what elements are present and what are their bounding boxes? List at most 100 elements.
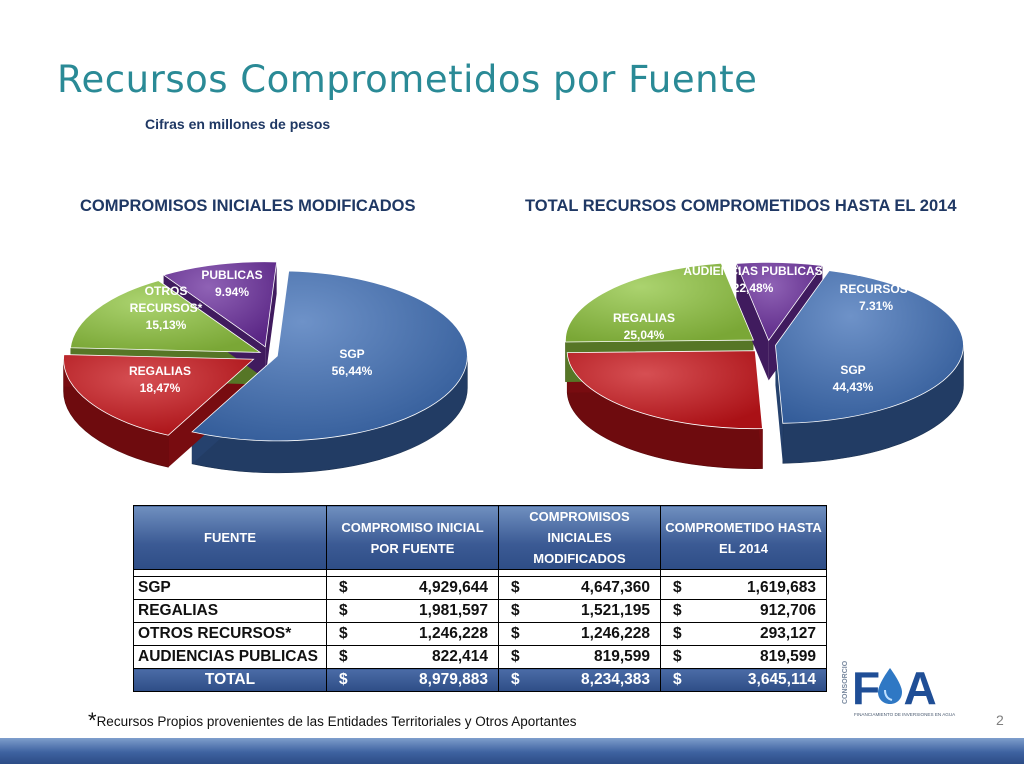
chart-title-1: COMPROMISOS INICIALES MODIFICADOS [80,197,416,215]
pie-slice [70,280,262,353]
comprometido-cell: $293,127 [660,622,827,646]
currency-value: $819,599 [665,648,822,666]
currency-value: $1,246,228 [331,625,494,643]
pie-slice [63,354,255,436]
comprometido-cell: $1,619,683 [660,576,827,600]
inicial-cell: $1,981,597 [326,599,499,623]
amount: 1,246,228 [419,625,488,642]
amount: 8,234,383 [581,671,650,688]
slide-subtitle: Cifras en millones de pesos [145,116,331,132]
header-fuente: FUENTE [133,505,327,570]
slice-label: OTROS RECURSOS* 7.31% [840,265,913,313]
pie-slice [162,261,278,348]
logo-caption: FINANCIAMIENTO DE INVERSIONES EN AGUA [854,712,956,717]
comprometido-cell: $912,706 [660,599,827,623]
currency-symbol: $ [511,671,520,688]
currency-value: $912,706 [665,602,822,620]
amount: 1,521,195 [581,602,650,619]
currency-value: $293,127 [665,625,822,643]
modificados-cell: $1,246,228 [498,622,661,646]
pie-slice [775,270,964,424]
currency-symbol: $ [673,602,682,619]
header-comprometido-2014: COMPROMETIDO HASTA EL 2014 [660,505,827,570]
amount: 1,619,683 [747,579,816,596]
inicial-cell: $4,929,644 [326,576,499,600]
modificados-cell: $819,599 [498,645,661,669]
currency-value: $1,981,597 [331,602,494,620]
amount: 4,929,644 [419,579,488,596]
footnote-star: * [88,708,97,733]
slice-label: REGALIAS 25,04% [613,311,675,342]
currency-symbol: $ [339,602,348,619]
currency-symbol: $ [511,648,520,665]
spacer-cell [498,569,661,577]
chart-title-2: TOTAL RECURSOS COMPROMETIDOS HASTA EL 20… [525,197,957,215]
table-row: OTROS RECURSOS* $1,246,228 $1,246,228 $293,… [133,622,827,646]
table-header-row: FUENTE COMPROMISO INICIAL POR FUENTE COM… [133,505,827,570]
amount: 1,246,228 [581,625,650,642]
amount: 8,979,883 [419,671,488,688]
slice-label: SGP 44,43% [833,363,874,394]
footnote: *Recursos Propios provenientes de las En… [88,708,577,734]
inicial-cell: $822,414 [326,645,499,669]
table-total-row: TOTAL $8,979,883 $8,234,383 $3,645,114 [133,668,827,692]
spacer-cell [660,569,827,577]
fuentes-table: FUENTE COMPROMISO INICIAL POR FUENTE COM… [133,505,827,692]
fia-logo: CONSORCIO FA FINANCIAMIENTO DE INVERSION… [842,660,963,717]
currency-value: $1,246,228 [503,625,656,643]
pie-slice [191,270,468,442]
footer-bar [0,738,1024,764]
currency-symbol: $ [339,648,348,665]
slice-label: SGP 56,44% [332,347,373,378]
fuente-cell: REGALIAS [133,599,327,623]
amount: 293,127 [759,625,816,642]
modificados-cell: $4,647,360 [498,576,661,600]
table-row: AUDIENCIAS PUBLICAS $822,414 $819,599 $819,… [133,645,827,669]
currency-value: $1,521,195 [503,602,656,620]
currency-value: $8,234,383 [503,671,656,689]
slice-label: AUDIENCIAS PUBLICAS 9.94% [195,251,270,299]
currency-value: $819,599 [503,648,656,666]
fuente-cell: TOTAL [133,668,327,692]
slice-label: REGALIAS 18,47% [129,364,191,395]
inicial-cell: $1,246,228 [326,622,499,646]
modificados-cell: $1,521,195 [498,599,661,623]
amount: 3,645,114 [747,671,816,688]
page-number: 2 [996,712,1004,728]
water-drop-icon [878,668,902,704]
slice-label: OTROS RECURSOS* 15,13% [130,284,203,332]
modificados-cell: $8,234,383 [498,668,661,692]
amount: 4,647,360 [581,579,650,596]
amount: 822,414 [431,648,488,665]
header-compromisos-modificados: COMPROMISOS INICIALES MODIFICADOS [498,505,661,570]
pie-slice [565,262,755,343]
amount: 1,981,597 [419,602,488,619]
spacer-cell [326,569,499,577]
currency-symbol: $ [339,579,348,596]
footnote-text: Recursos Propios provenientes de las Ent… [96,714,577,729]
header-compromiso-inicial: COMPROMISO INICIAL POR FUENTE [326,505,499,570]
currency-symbol: $ [673,625,682,642]
currency-value: $8,979,883 [331,671,494,689]
currency-value: $4,929,644 [331,579,494,597]
currency-symbol: $ [673,648,682,665]
inicial-cell: $8,979,883 [326,668,499,692]
pie-slice [735,261,824,342]
table-row: REGALIAS $1,981,597 $1,521,195 $912,706 [133,599,827,623]
currency-symbol: $ [511,625,520,642]
slide-title: Recursos Comprometidos por Fuente [57,58,758,101]
fuente-cell: AUDIENCIAS PUBLICAS [133,645,327,669]
fuente-cell: OTROS RECURSOS* [133,622,327,646]
slice-label: AUDIENCIAS PUBLICAS 22,48% [683,264,822,295]
logo-letters: FA [852,662,963,714]
amount: 912,706 [759,602,816,619]
currency-value: $822,414 [331,648,494,666]
currency-value: $4,647,360 [503,579,656,597]
currency-symbol: $ [673,671,682,688]
currency-symbol: $ [673,579,682,596]
fuente-cell: SGP [133,576,327,600]
currency-value: $1,619,683 [665,579,822,597]
logo-side-text: CONSORCIO [842,660,849,704]
